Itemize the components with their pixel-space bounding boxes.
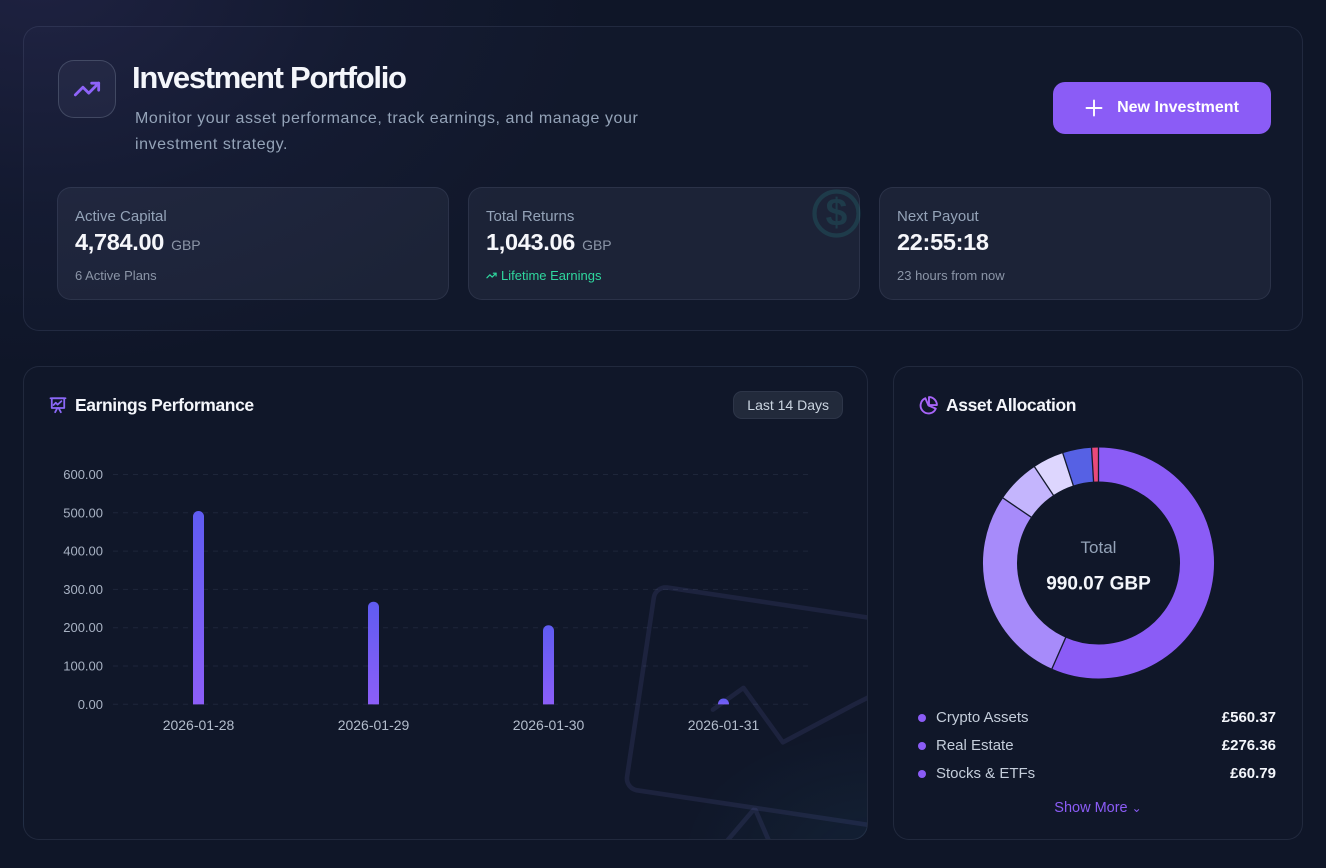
svg-text:990.07 GBP: 990.07 GBP [1046,574,1151,595]
svg-text:$: $ [826,192,848,235]
svg-text:500.00: 500.00 [63,505,103,520]
svg-text:0.00: 0.00 [78,697,103,712]
svg-text:2026-01-29: 2026-01-29 [338,717,410,733]
svg-text:2026-01-28: 2026-01-28 [163,717,235,733]
svg-text:400.00: 400.00 [63,544,103,559]
svg-text:2026-01-30: 2026-01-30 [513,717,585,733]
svg-text:100.00: 100.00 [63,659,103,674]
svg-text:600.00: 600.00 [63,467,103,482]
svg-text:2026-01-31: 2026-01-31 [688,717,760,733]
svg-text:Total: Total [1081,538,1117,557]
svg-text:200.00: 200.00 [63,620,103,635]
svg-text:300.00: 300.00 [63,582,103,597]
